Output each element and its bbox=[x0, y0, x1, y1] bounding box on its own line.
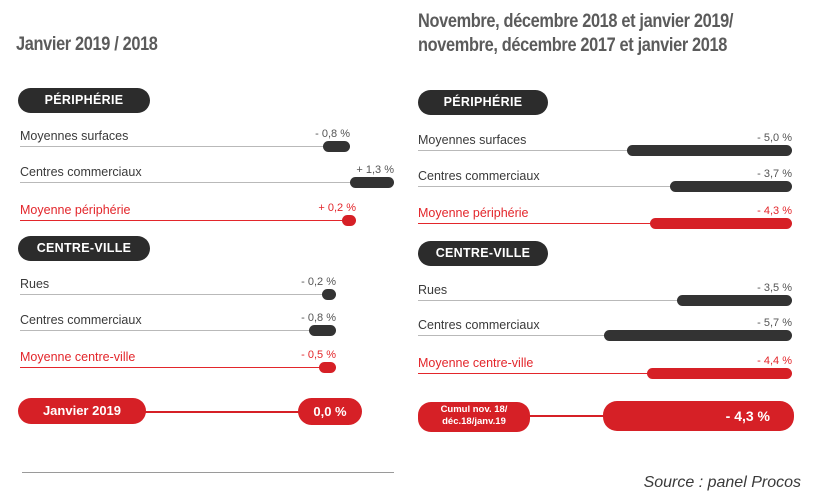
right-bar-centres-commerciaux-centre-ville bbox=[603, 330, 792, 341]
left-section-label-centre-ville: CENTRE-VILLE bbox=[18, 236, 150, 261]
right-chart-title: Novembre, décembre 2018 et janvier 2019/… bbox=[418, 10, 733, 58]
right-value-rues: - 3,5 % bbox=[757, 282, 792, 294]
right-total-value: - 4,3 % bbox=[603, 401, 794, 431]
right-total-label-line-1: Cumul nov. 18/ bbox=[440, 404, 508, 415]
right-bar-moyennes-surfaces bbox=[627, 145, 792, 156]
row-label: Centres commerciaux bbox=[20, 313, 142, 327]
left-row-centres-commerciaux-peripherie: Centres commerciaux + 1,3 % bbox=[20, 160, 394, 188]
right-row-moyenne-centre-ville: Moyenne centre-ville - 4,4 % bbox=[418, 351, 792, 379]
left-value-centres-commerciaux-centre-ville: - 0,8 % bbox=[301, 312, 336, 324]
right-value-centres-commerciaux-centre-ville: - 5,7 % bbox=[757, 317, 792, 329]
left-row-moyennes-surfaces: Moyennes surfaces - 0,8 % bbox=[20, 124, 350, 152]
row-label: Rues bbox=[20, 277, 50, 291]
footer-separator bbox=[22, 472, 394, 473]
left-total-value: 0,0 % bbox=[298, 398, 362, 425]
row-baseline bbox=[418, 185, 792, 187]
row-baseline bbox=[20, 219, 356, 221]
left-value-rues: - 0,2 % bbox=[301, 276, 336, 288]
right-bar-moyenne-peripherie bbox=[650, 218, 792, 229]
source-note: Source : panel Procos bbox=[643, 474, 801, 491]
right-value-moyenne-peripherie: - 4,3 % bbox=[757, 205, 792, 217]
right-section-label-centre-ville: CENTRE-VILLE bbox=[418, 241, 548, 266]
right-row-moyenne-peripherie: Moyenne périphérie - 4,3 % bbox=[418, 201, 792, 229]
row-label: Moyenne centre-ville bbox=[20, 350, 136, 364]
row-label: Rues bbox=[418, 283, 448, 297]
left-total-line bbox=[40, 411, 330, 413]
row-baseline bbox=[20, 181, 394, 183]
right-row-centres-commerciaux-centre-ville: Centres commerciaux - 5,7 % bbox=[418, 313, 792, 341]
right-total-label: Cumul nov. 18/ déc.18/janv.19 bbox=[418, 402, 530, 432]
right-bar-rues bbox=[676, 295, 792, 306]
row-label: Moyenne périphérie bbox=[418, 206, 529, 220]
left-value-centres-commerciaux-peripherie: + 1,3 % bbox=[356, 164, 394, 176]
left-total-label: Janvier 2019 bbox=[18, 398, 146, 424]
row-label: Centres commerciaux bbox=[418, 318, 540, 332]
right-value-centres-commerciaux-peripherie: - 3,7 % bbox=[757, 168, 792, 180]
row-baseline bbox=[20, 293, 336, 295]
row-label: Centres commerciaux bbox=[418, 169, 540, 183]
row-baseline bbox=[418, 372, 792, 374]
right-bar-centres-commerciaux-peripherie bbox=[669, 181, 792, 192]
left-bar-moyenne-peripherie bbox=[342, 215, 356, 226]
row-baseline bbox=[418, 299, 792, 301]
left-row-centres-commerciaux-centre-ville: Centres commerciaux - 0,8 % bbox=[20, 308, 336, 336]
row-baseline bbox=[20, 329, 336, 331]
left-row-rues: Rues - 0,2 % bbox=[20, 272, 336, 300]
left-bar-centres-commerciaux-centre-ville bbox=[308, 325, 336, 336]
left-bar-moyenne-centre-ville bbox=[319, 362, 336, 373]
right-value-moyenne-centre-ville: - 4,4 % bbox=[757, 355, 792, 367]
left-bar-rues bbox=[322, 289, 336, 300]
left-value-moyenne-centre-ville: - 0,5 % bbox=[301, 349, 336, 361]
right-value-moyennes-surfaces: - 5,0 % bbox=[757, 132, 792, 144]
right-total-label-line-2: déc.18/janv.19 bbox=[442, 416, 506, 427]
row-baseline bbox=[20, 366, 336, 368]
right-row-centres-commerciaux-peripherie: Centres commerciaux - 3,7 % bbox=[418, 164, 792, 192]
right-chart-title-line-2: novembre, décembre 2017 et janvier 2018 bbox=[418, 35, 728, 56]
row-label: Moyenne périphérie bbox=[20, 203, 131, 217]
row-baseline bbox=[418, 149, 792, 151]
left-bar-centres-commerciaux-peripherie bbox=[349, 177, 394, 188]
left-value-moyenne-peripherie: + 0,2 % bbox=[318, 202, 356, 214]
row-baseline bbox=[20, 145, 350, 147]
row-label: Moyennes surfaces bbox=[418, 133, 527, 147]
left-value-moyennes-surfaces: - 0,8 % bbox=[315, 128, 350, 140]
left-chart-title: Janvier 2019 / 2018 bbox=[16, 34, 158, 55]
right-row-rues: Rues - 3,5 % bbox=[418, 278, 792, 306]
row-label: Moyennes surfaces bbox=[20, 129, 129, 143]
left-row-moyenne-peripherie: Moyenne périphérie + 0,2 % bbox=[20, 198, 356, 226]
right-row-moyennes-surfaces: Moyennes surfaces - 5,0 % bbox=[418, 128, 792, 156]
row-baseline bbox=[418, 222, 792, 224]
left-row-moyenne-centre-ville: Moyenne centre-ville - 0,5 % bbox=[20, 345, 336, 373]
right-chart-title-line-1: Novembre, décembre 2018 et janvier 2019/ bbox=[418, 11, 734, 32]
left-section-label-peripherie: PÉRIPHÉRIE bbox=[18, 88, 150, 113]
row-label: Moyenne centre-ville bbox=[418, 356, 534, 370]
row-label: Centres commerciaux bbox=[20, 165, 142, 179]
left-bar-moyennes-surfaces bbox=[322, 141, 350, 152]
right-bar-moyenne-centre-ville bbox=[646, 368, 792, 379]
right-section-label-peripherie: PÉRIPHÉRIE bbox=[418, 90, 548, 115]
